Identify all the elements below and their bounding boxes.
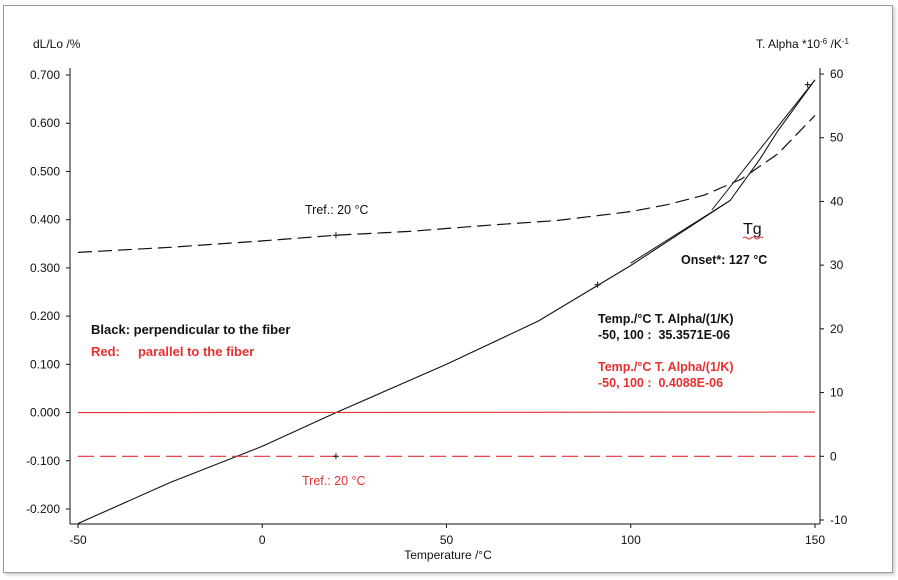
data-marker — [332, 232, 339, 239]
data-marker — [332, 453, 339, 460]
y-right-tick-label: 40 — [830, 194, 844, 208]
y-right-tick-label: 20 — [830, 322, 844, 336]
y-right-tick-label: 10 — [830, 386, 844, 400]
y-left-axis-title: dL/Lo /% — [33, 37, 81, 51]
y-left-tick-label: 0.200 — [30, 309, 60, 323]
x-tick-label: 150 — [805, 533, 825, 547]
series-line-3 — [77, 411, 816, 414]
y-right-tick-label: 50 — [830, 131, 844, 145]
series-line-1 — [77, 79, 816, 525]
tg-underline — [742, 236, 764, 240]
tref-red-label: Tref.: 20 °C — [302, 474, 366, 488]
legend-black: Black: perpendicular to the fiber — [91, 322, 290, 337]
y-left-tick-label: 0.500 — [30, 164, 60, 178]
y-left-tick-label: 0.400 — [30, 213, 60, 227]
chart-frame — [3, 5, 893, 573]
y-left-tick-label: 0.300 — [30, 261, 60, 275]
y-left-tick-label: -0.200 — [26, 502, 60, 516]
x-tick-label: 50 — [440, 533, 454, 547]
y-left-tick-label: 0.000 — [30, 406, 60, 420]
x-tick-label: 100 — [621, 533, 641, 547]
black-table-header: Temp./°C T. Alpha/(1/K) — [598, 312, 734, 326]
onset-label: Onset*: 127 °C — [681, 253, 767, 267]
y-right-tick-label: -10 — [830, 513, 848, 527]
y-left-tick-label: -0.100 — [26, 454, 60, 468]
y-right-tick-label: 0 — [830, 449, 837, 463]
y-left-tick-label: 0.100 — [30, 357, 60, 371]
y-right-axis-title: T. Alpha *10-6 /K-1 — [756, 37, 850, 51]
series-line-2 — [77, 114, 816, 253]
onset-tangent-1 — [630, 199, 731, 264]
data-marker — [594, 281, 601, 288]
y-right-tick-label: 30 — [830, 258, 844, 272]
tg-label: Tg — [743, 221, 762, 238]
black-table-value: -50, 100 : 35.3571E-06 — [598, 328, 730, 342]
legend-red: Red: parallel to the fiber — [91, 344, 254, 359]
red-table-header: Temp./°C T. Alpha/(1/K) — [598, 360, 734, 374]
y-right-tick-label: 60 — [830, 67, 844, 81]
x-tick-label: -50 — [69, 533, 87, 547]
y-left-tick-label: 0.600 — [30, 116, 60, 130]
x-axis-title: Temperature /°C — [404, 548, 492, 562]
data-marker — [804, 81, 811, 88]
tref-black-label: Tref.: 20 °C — [305, 203, 369, 217]
y-left-tick-label: 0.700 — [30, 68, 60, 82]
red-table-value: -50, 100 : 0.4088E-06 — [598, 376, 723, 390]
x-tick-label: 0 — [259, 533, 266, 547]
onset-tangent-2 — [711, 79, 816, 211]
